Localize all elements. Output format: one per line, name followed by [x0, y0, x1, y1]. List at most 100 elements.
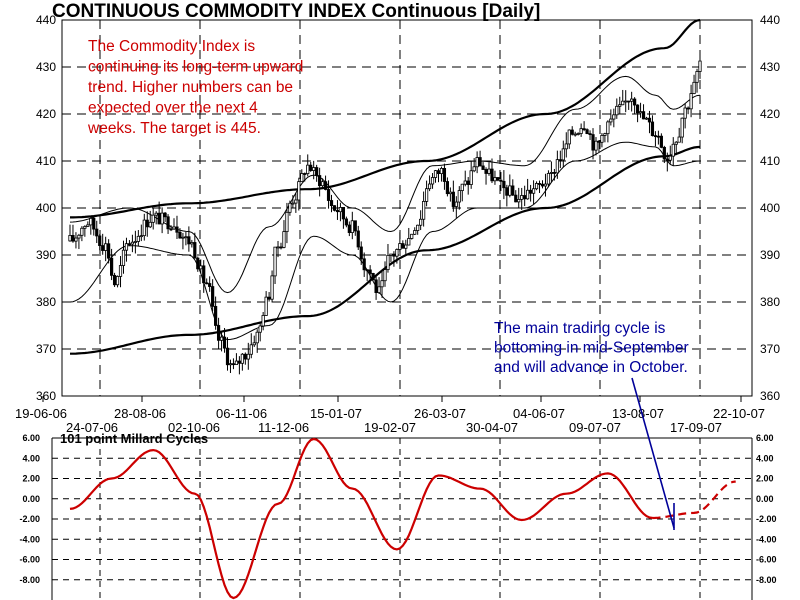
candle-body	[121, 249, 126, 266]
osc-tick-label-right: 6.00	[756, 433, 774, 443]
candle-body	[193, 242, 197, 259]
candle-body	[638, 111, 643, 114]
x-date-label: 19-06-06	[15, 406, 67, 421]
price-panel: 360 360 370 370 380 380 390 390 400 400 410 410 420 4…	[15, 13, 780, 435]
candle-body	[576, 133, 580, 135]
candle-body	[422, 201, 426, 220]
candle-body	[410, 233, 414, 239]
candle-body	[695, 71, 699, 83]
candle-body	[133, 241, 137, 243]
candle-body	[225, 347, 230, 366]
candle-body	[540, 183, 545, 187]
candle-body	[306, 164, 310, 175]
candle-body	[537, 183, 542, 185]
candle-body	[252, 342, 256, 346]
candle-body	[606, 121, 610, 135]
candle-body	[211, 286, 215, 307]
candle-body	[258, 325, 262, 333]
candle-body	[190, 242, 194, 245]
candle-body	[647, 117, 652, 123]
candle-body	[686, 107, 690, 110]
candle-body	[297, 181, 301, 201]
candle-body	[698, 60, 702, 72]
candle-body	[326, 189, 331, 201]
candle-body	[573, 133, 577, 136]
y-tick-label-left: 420	[36, 107, 56, 121]
candle-body	[208, 283, 212, 287]
candle-body	[395, 249, 399, 257]
candle-body	[187, 236, 191, 245]
candle-body	[172, 226, 176, 230]
candle-body	[407, 238, 411, 246]
candle-body	[546, 173, 551, 185]
candle-body	[615, 105, 619, 116]
candle-body	[219, 336, 224, 341]
candle-body	[145, 219, 149, 228]
candle-body	[214, 305, 218, 326]
candle-body	[529, 189, 533, 194]
osc-tick-label-left: 6.00	[22, 433, 40, 443]
candle-body	[359, 246, 363, 260]
top-note-line: The Commodity Index is	[88, 38, 255, 55]
candle-body	[475, 157, 479, 168]
candle-body	[603, 133, 607, 136]
y-tick-label-right: 400	[760, 201, 780, 215]
candle-body	[303, 173, 307, 175]
candle-body	[282, 231, 286, 248]
osc-tick-label-right: 4.00	[756, 453, 774, 463]
x-date-label: 15-01-07	[310, 406, 362, 421]
y-tick-label-left: 430	[36, 60, 56, 74]
candle-body	[228, 363, 233, 366]
candle-body	[561, 148, 565, 161]
candle-body	[472, 166, 476, 172]
osc-tick-label-right: -6.00	[756, 555, 777, 565]
candle-body	[240, 353, 244, 364]
candle-body	[237, 360, 241, 364]
candle-body	[454, 201, 458, 207]
candle-body	[567, 129, 571, 145]
candle-body	[270, 275, 274, 300]
x-date-label: 02-10-06	[168, 420, 220, 435]
y-tick-label-left: 400	[36, 201, 56, 215]
candle-body	[570, 129, 574, 135]
candle-body	[309, 164, 313, 171]
candle-body	[320, 181, 325, 187]
candle-body	[163, 212, 167, 218]
candle-body	[356, 230, 360, 248]
candle-body	[555, 159, 559, 174]
candle-body	[205, 282, 209, 285]
candle-body	[457, 190, 461, 203]
candle-body	[671, 143, 675, 157]
candle-body	[508, 185, 512, 196]
candle-body	[677, 136, 681, 143]
candle-body	[460, 183, 464, 191]
y-tick-label-right: 440	[760, 13, 780, 27]
candle-body	[264, 296, 268, 316]
candle-body	[142, 219, 146, 237]
candle-body	[312, 167, 316, 171]
osc-tick-label-right: 0.00	[756, 494, 774, 504]
candle-body	[92, 217, 96, 230]
candle-body	[243, 353, 247, 360]
x-date-label: 26-03-07	[414, 406, 466, 421]
candle-body	[543, 183, 548, 187]
candle-body	[582, 128, 586, 131]
candle-body	[389, 253, 393, 256]
candle-body	[683, 107, 687, 119]
candle-body	[496, 177, 500, 181]
candle-body	[659, 135, 663, 148]
osc-tick-label-left: 2.00	[22, 474, 40, 484]
candle-body	[148, 221, 152, 228]
candle-body	[101, 245, 105, 251]
candle-body	[347, 224, 351, 233]
candle-body	[531, 188, 536, 194]
candle-body	[374, 279, 378, 294]
cycle-note-line: The main trading cycle is	[494, 320, 666, 337]
candle-body	[597, 140, 601, 143]
candle-body	[118, 265, 123, 277]
chart-title: CONTINUOUS COMMODITY INDEX Continuous [D…	[52, 1, 540, 22]
candle-body	[430, 177, 435, 185]
x-date-label: 19-02-07	[364, 420, 416, 435]
candle-body	[416, 224, 420, 231]
x-date-label: 24-07-06	[66, 420, 118, 435]
